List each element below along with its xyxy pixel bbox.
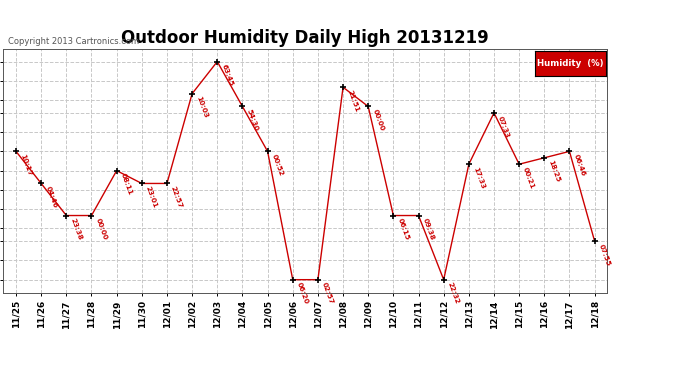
Text: 22:57: 22:57 bbox=[170, 185, 184, 209]
Text: 07:33: 07:33 bbox=[497, 115, 511, 138]
Text: 04:46: 04:46 bbox=[44, 185, 58, 209]
Text: 00:00: 00:00 bbox=[371, 108, 385, 132]
Text: 06:15: 06:15 bbox=[396, 217, 410, 241]
Text: 23:38: 23:38 bbox=[70, 217, 83, 241]
Text: 10:17: 10:17 bbox=[19, 153, 32, 177]
Text: 00:52: 00:52 bbox=[270, 153, 284, 177]
Text: 06:46: 06:46 bbox=[573, 153, 586, 177]
Text: 00:00: 00:00 bbox=[95, 217, 108, 241]
Text: Copyright 2013 Cartronics.com: Copyright 2013 Cartronics.com bbox=[8, 38, 139, 46]
Text: 63:45: 63:45 bbox=[220, 63, 234, 87]
Text: 08:11: 08:11 bbox=[119, 172, 133, 196]
Text: 00:21: 00:21 bbox=[522, 166, 535, 190]
Text: 21:51: 21:51 bbox=[346, 89, 359, 113]
Text: 06:20: 06:20 bbox=[296, 282, 309, 305]
Text: 17:33: 17:33 bbox=[472, 166, 485, 190]
Text: 18:25: 18:25 bbox=[547, 160, 561, 183]
Title: Outdoor Humidity Daily High 20131219: Outdoor Humidity Daily High 20131219 bbox=[121, 29, 489, 47]
Text: 54:30: 54:30 bbox=[246, 108, 259, 132]
Text: 10:03: 10:03 bbox=[195, 96, 208, 119]
Text: 09:38: 09:38 bbox=[422, 217, 435, 241]
Text: 23:01: 23:01 bbox=[145, 185, 158, 209]
Text: 07:55: 07:55 bbox=[598, 243, 611, 267]
Text: 22:32: 22:32 bbox=[446, 282, 460, 305]
Text: 02:57: 02:57 bbox=[321, 282, 335, 305]
